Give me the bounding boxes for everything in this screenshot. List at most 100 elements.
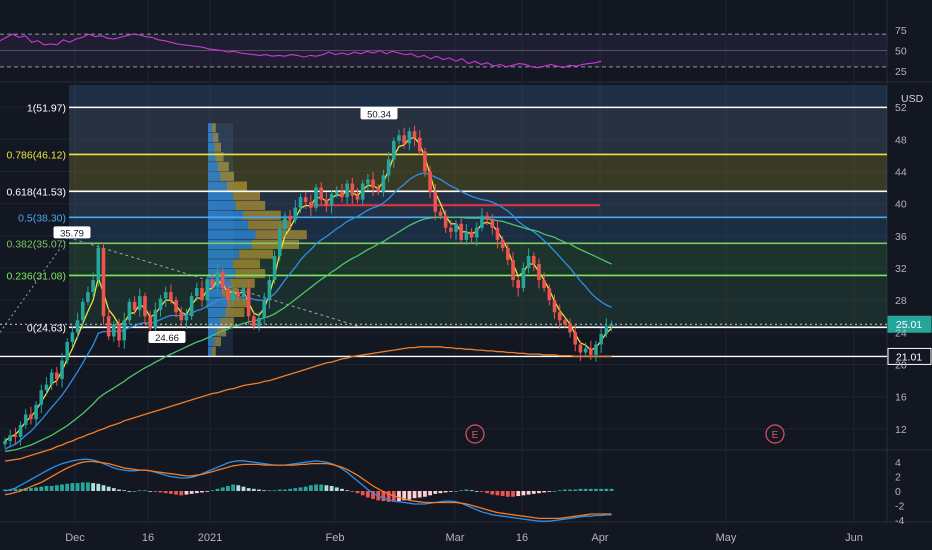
macd-histogram-bar bbox=[386, 491, 391, 502]
candle-body bbox=[428, 171, 432, 192]
price-tick-label: 36 bbox=[895, 231, 907, 243]
candle-body bbox=[314, 187, 318, 208]
x-tick-label: May bbox=[716, 532, 737, 544]
macd-histogram-bar bbox=[96, 483, 101, 491]
candle-body bbox=[449, 227, 453, 232]
candle-body bbox=[366, 179, 370, 184]
fib-zone-5 bbox=[69, 243, 887, 276]
volume-profile-bar-down bbox=[233, 191, 260, 201]
macd-histogram-bar bbox=[153, 491, 158, 492]
volume-profile-bar-down bbox=[215, 152, 224, 162]
macd-histogram-bar bbox=[438, 491, 443, 494]
candle-body bbox=[91, 280, 95, 293]
price-tick-label: 24 bbox=[895, 327, 907, 339]
candle-body bbox=[132, 301, 137, 310]
candle-body bbox=[29, 414, 33, 420]
x-tick-label: Jun bbox=[845, 532, 863, 544]
candle-body bbox=[521, 268, 526, 289]
moving-average-line bbox=[4, 136, 612, 442]
volume-profile-bar-down bbox=[211, 346, 216, 356]
macd-histogram-bar bbox=[417, 491, 422, 498]
macd-histogram-bar bbox=[194, 491, 199, 494]
price-axis-box bbox=[887, 315, 932, 333]
macd-histogram-bar bbox=[583, 488, 588, 491]
candle-body bbox=[205, 280, 209, 301]
macd-histogram-bar bbox=[80, 482, 85, 491]
candle-body bbox=[215, 272, 220, 286]
macd-histogram-bar bbox=[609, 488, 614, 491]
volume-profile-bar-up bbox=[208, 200, 236, 211]
candle-body bbox=[557, 312, 562, 321]
macd-histogram-bar bbox=[3, 489, 7, 491]
macd-histogram-bar bbox=[464, 489, 469, 491]
fib-label: 1(51.97) bbox=[27, 102, 66, 114]
macd-histogram-bar bbox=[18, 488, 23, 491]
macd-panel: 4 2 0 -2 -4 bbox=[3, 457, 904, 527]
candle-body bbox=[252, 316, 256, 326]
candle-body bbox=[55, 372, 59, 380]
candle-body bbox=[604, 325, 609, 334]
candle-body bbox=[122, 320, 127, 341]
candle-body bbox=[459, 223, 463, 240]
earnings-marker bbox=[765, 424, 785, 444]
candle-body bbox=[542, 280, 546, 289]
x-tick-label: Mar bbox=[446, 532, 465, 544]
macd-histogram-bar bbox=[117, 489, 121, 491]
volume-profile-bar-up bbox=[208, 191, 233, 201]
macd-histogram-bar bbox=[220, 487, 225, 491]
fib-zone-1 bbox=[69, 107, 887, 155]
candle-body bbox=[236, 292, 241, 297]
axis-layer: Dec 16 2021 Feb Mar 16 Apr May Jun52484440363228… bbox=[65, 93, 923, 544]
candle-body bbox=[547, 288, 552, 301]
candle-body bbox=[324, 199, 329, 206]
candle-body bbox=[179, 312, 184, 321]
candle-body bbox=[39, 390, 44, 405]
volume-profile-bar-down bbox=[251, 239, 299, 249]
volume-profile-bar-down bbox=[223, 288, 240, 298]
volume-profile-bar-down bbox=[220, 171, 234, 181]
x-tick-label: Apr bbox=[591, 532, 608, 544]
volume-profile-layer bbox=[208, 123, 307, 357]
macd-histogram-bar bbox=[371, 491, 375, 499]
macd-histogram-bar bbox=[423, 491, 427, 497]
macd-histogram-bar bbox=[231, 484, 235, 491]
candle-body bbox=[101, 247, 106, 317]
candle-body bbox=[355, 195, 360, 200]
macd-histogram-bar bbox=[334, 487, 339, 491]
volume-profile-bar-up bbox=[208, 210, 243, 220]
macd-histogram-bar bbox=[433, 491, 438, 494]
candle-body bbox=[241, 288, 246, 297]
macd-histogram-bar bbox=[480, 491, 484, 492]
earnings-marker bbox=[465, 424, 485, 444]
fib-label: 0.236(31.08) bbox=[6, 270, 66, 282]
macd-histogram-bar bbox=[485, 491, 490, 494]
macd-histogram-bar bbox=[49, 485, 54, 491]
price-tick-label: 48 bbox=[895, 134, 907, 146]
macd-histogram-bar bbox=[407, 491, 412, 500]
candle-body bbox=[350, 183, 355, 196]
macd-histogram-bar bbox=[516, 491, 521, 497]
price-annotation-box bbox=[360, 107, 398, 120]
macd-histogram-bar bbox=[65, 483, 70, 491]
macd-histogram-bar bbox=[293, 488, 298, 491]
volume-profile-bar-up bbox=[208, 123, 212, 133]
price-annotation-box bbox=[148, 330, 186, 343]
macd-histogram-bar bbox=[13, 488, 18, 491]
macd-histogram-bar bbox=[143, 490, 147, 492]
macd-histogram-bar bbox=[469, 490, 474, 492]
candle-body bbox=[272, 255, 277, 281]
candle-body bbox=[609, 324, 614, 326]
macd-histogram-bar bbox=[8, 489, 13, 491]
volume-profile-bar-up bbox=[208, 288, 223, 298]
volume-profile-bar-up bbox=[208, 327, 217, 337]
macd-histogram-bar bbox=[70, 483, 75, 491]
fib-label: 0.5(38.30) bbox=[18, 212, 66, 224]
candle-body bbox=[480, 215, 484, 228]
volume-profile-bar-up bbox=[208, 239, 252, 249]
macd-histogram-bar bbox=[210, 490, 215, 492]
price-axis-box bbox=[887, 347, 932, 365]
macd-tick-label: -2 bbox=[895, 500, 904, 512]
macd-histogram-bar bbox=[308, 485, 313, 491]
price-tick-label: 32 bbox=[895, 263, 907, 275]
